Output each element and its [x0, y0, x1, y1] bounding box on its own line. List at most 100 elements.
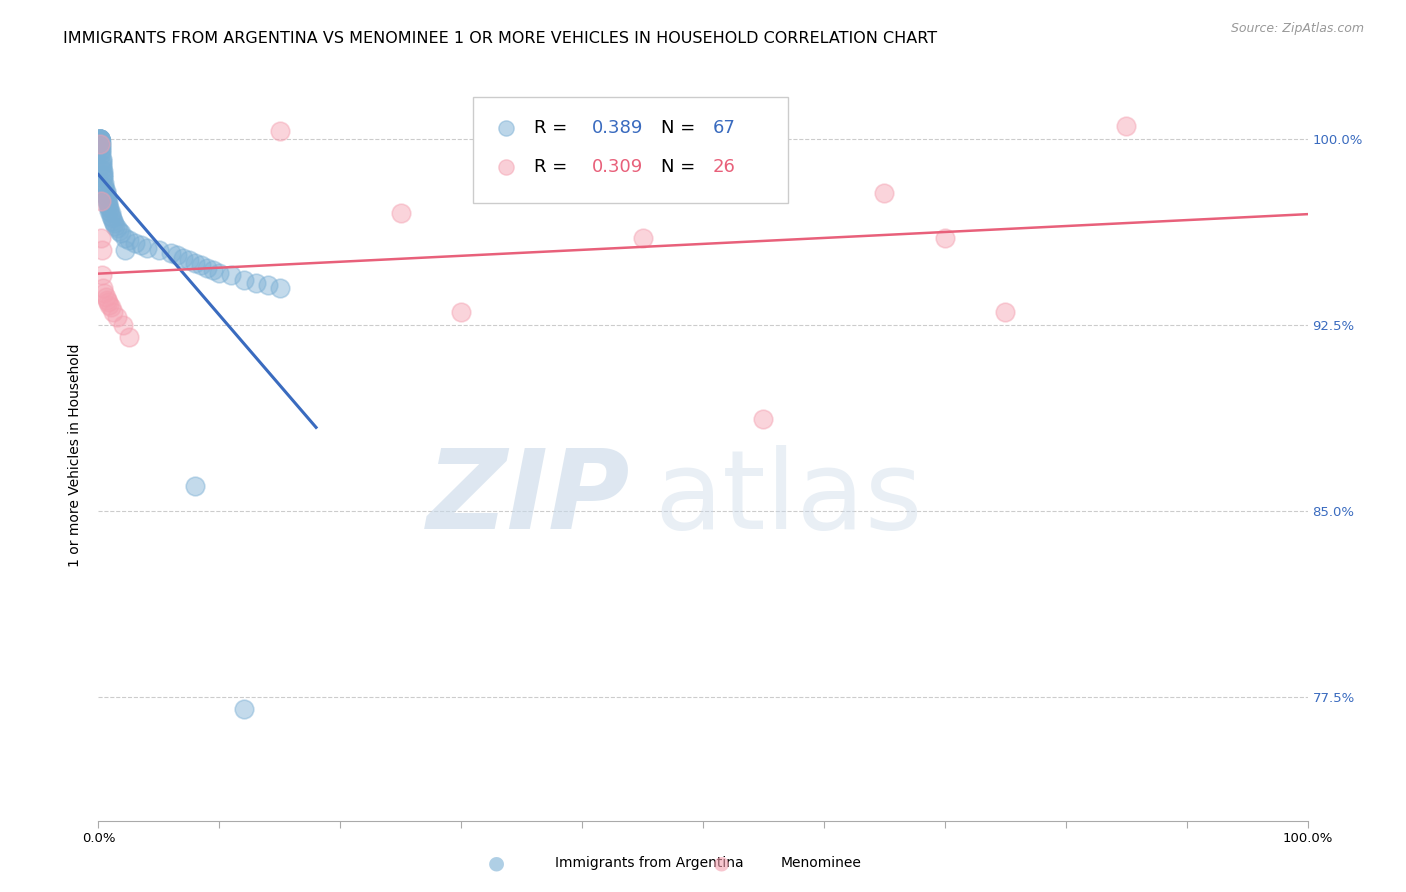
Point: [100, 301, 122, 315]
Point: [93, 177, 115, 191]
Point: [91, 244, 114, 258]
Point: [510, 127, 533, 141]
Point: [89, 132, 111, 146]
Point: [129, 238, 152, 252]
Text: Immigrants from Argentina: Immigrants from Argentina: [555, 856, 744, 871]
FancyBboxPatch shape: [474, 96, 787, 202]
Point: [91, 167, 114, 181]
Point: [90, 144, 112, 158]
Point: [96, 194, 118, 208]
Point: [89, 132, 111, 146]
Point: [190, 258, 212, 272]
Point: [97, 295, 120, 310]
Point: [269, 280, 291, 294]
Point: [89, 132, 111, 146]
Point: [994, 305, 1017, 319]
Text: Source: ZipAtlas.com: Source: ZipAtlas.com: [1230, 22, 1364, 36]
Point: [752, 412, 775, 426]
Point: [124, 235, 146, 250]
Point: [90, 134, 112, 148]
Point: [195, 260, 218, 275]
Text: Menominee: Menominee: [780, 856, 862, 871]
Point: [101, 305, 124, 319]
Point: [100, 209, 122, 223]
Text: 0.389: 0.389: [592, 119, 643, 137]
Point: [91, 154, 114, 169]
Point: [232, 273, 254, 287]
Point: [450, 305, 472, 319]
Point: [91, 171, 114, 186]
Point: [114, 244, 136, 258]
Point: [96, 191, 118, 205]
Text: atlas: atlas: [655, 445, 924, 552]
Text: ●: ●: [713, 854, 730, 873]
Point: [221, 268, 243, 282]
Point: [93, 285, 115, 300]
Point: [91, 156, 114, 170]
Point: [118, 330, 141, 344]
Text: N =: N =: [661, 119, 700, 137]
Point: [96, 293, 118, 307]
Point: [89, 132, 111, 146]
Point: [89, 132, 111, 146]
Point: [90, 194, 112, 208]
Point: [631, 231, 654, 245]
Text: ●: ●: [488, 854, 505, 873]
Point: [118, 234, 141, 248]
Point: [90, 136, 112, 151]
Point: [101, 213, 124, 227]
Point: [135, 241, 157, 255]
Point: [105, 221, 128, 235]
Point: [108, 223, 131, 237]
Point: [98, 203, 121, 218]
Point: [184, 256, 207, 270]
Point: [232, 702, 254, 716]
Point: [110, 226, 132, 240]
Point: [90, 146, 112, 161]
Text: 67: 67: [713, 119, 735, 137]
Point: [89, 132, 111, 146]
Point: [90, 139, 112, 153]
Point: [90, 231, 112, 245]
Point: [160, 245, 183, 260]
Text: 0.309: 0.309: [592, 159, 643, 177]
Text: ZIP: ZIP: [427, 445, 630, 552]
Text: N =: N =: [661, 159, 700, 177]
Point: [114, 231, 136, 245]
Point: [1115, 120, 1137, 134]
Point: [94, 184, 117, 198]
Point: [100, 211, 122, 226]
Point: [89, 132, 111, 146]
Point: [389, 206, 412, 220]
Point: [91, 280, 114, 294]
Point: [184, 479, 207, 493]
Point: [91, 152, 114, 166]
Point: [166, 248, 188, 262]
Point: [91, 159, 114, 173]
Y-axis label: 1 or more Vehicles in Household: 1 or more Vehicles in Household: [69, 343, 83, 566]
Point: [93, 181, 115, 195]
Point: [172, 251, 194, 265]
Point: [873, 186, 896, 201]
Point: [100, 206, 122, 220]
Point: [91, 161, 114, 176]
Text: R =: R =: [534, 119, 572, 137]
Point: [179, 253, 201, 268]
Point: [256, 278, 278, 293]
Point: [94, 186, 117, 201]
Point: [97, 199, 120, 213]
Point: [202, 263, 225, 277]
Point: [111, 318, 134, 332]
Point: [105, 310, 128, 325]
Text: R =: R =: [534, 159, 572, 177]
Point: [94, 189, 117, 203]
Point: [91, 169, 114, 183]
Point: [97, 196, 120, 211]
Point: [90, 142, 112, 156]
Text: 26: 26: [713, 159, 735, 177]
Point: [98, 298, 121, 312]
Point: [98, 201, 121, 215]
Point: [94, 290, 117, 304]
Point: [208, 266, 231, 280]
Point: [91, 164, 114, 178]
